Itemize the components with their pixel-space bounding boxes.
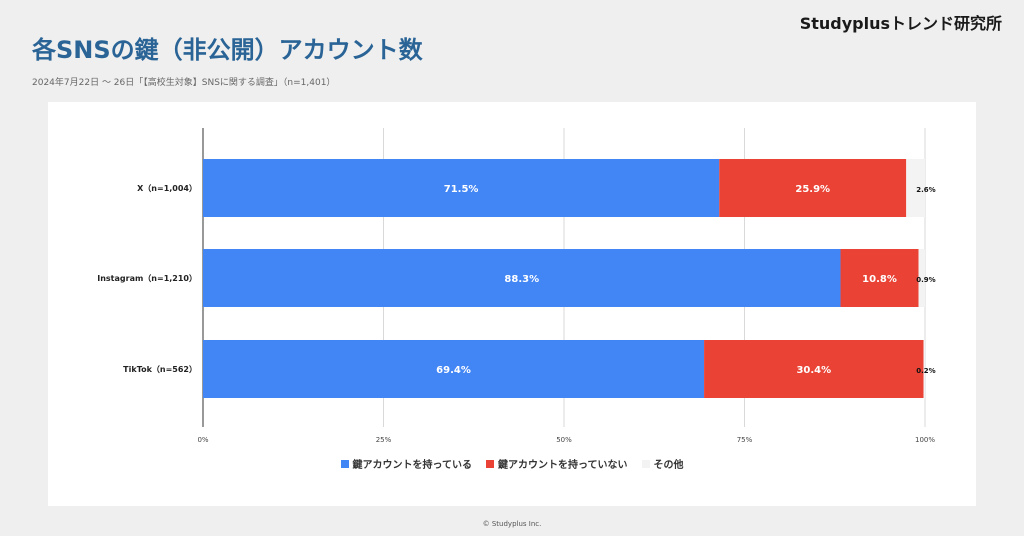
category-label: X（n=1,004） <box>137 183 197 193</box>
bar-segment <box>203 159 720 217</box>
bar-segment <box>923 340 925 398</box>
category-label: Instagram（n=1,210） <box>97 273 197 283</box>
legend-label: 鍵アカウントを持っている <box>352 460 473 471</box>
x-tick-label: 25% <box>376 436 392 444</box>
legend-item: 鍵アカウントを持っている <box>340 456 473 471</box>
bar-segment <box>906 159 925 217</box>
data-label: 69.4% <box>436 365 471 376</box>
data-label: 25.9% <box>795 184 830 195</box>
legend-label: 鍵アカウントを持っていない <box>498 460 628 471</box>
bar-segment <box>203 340 705 398</box>
data-label: 30.4% <box>796 365 831 376</box>
data-label: 2.6% <box>916 186 935 194</box>
bar-segment <box>840 249 919 307</box>
brand-logo-text: Studyplusトレンド研究所 <box>799 14 1002 33</box>
chart-panel: 0% 25% 50% 75% 100% X（n=1,004） 71.5% 25.9% 2.6% I… <box>48 102 976 506</box>
category-label: TikTok（n=562） <box>123 364 197 374</box>
x-tick-label: 100% <box>915 436 935 444</box>
bar-segment <box>918 249 925 307</box>
legend-item: その他 <box>641 456 684 471</box>
data-label: 71.5% <box>444 184 479 195</box>
survey-subtitle: 2024年7月22日 〜 26日「【高校生対象】SNSに関する調査」（n=1,4… <box>32 78 336 88</box>
data-label: 0.9% <box>916 276 935 284</box>
copyright-footer: © Studyplus Inc. <box>482 520 542 528</box>
bar-segment <box>203 249 841 307</box>
legend-swatch <box>641 459 650 468</box>
bar-segment <box>719 159 907 217</box>
x-tick-label: 50% <box>556 436 572 444</box>
legend-swatch <box>486 459 494 468</box>
legend-item: 鍵アカウントを持っていない <box>486 456 628 471</box>
x-tick-label: 0% <box>197 436 208 444</box>
chart-legend: 鍵アカウントを持っている 鍵アカウントを持っていない その他 <box>48 456 976 471</box>
data-label: 0.2% <box>916 367 935 375</box>
data-label: 88.3% <box>504 274 539 285</box>
legend-label: その他 <box>653 460 684 471</box>
stacked-bar-chart: 0% 25% 50% 75% 100% X（n=1,004） 71.5% 25.9% 2.6% I… <box>97 128 936 444</box>
page-title: 各SNSの鍵（非公開）アカウント数 <box>32 36 423 64</box>
data-label: 10.8% <box>862 274 897 285</box>
legend-swatch <box>340 459 349 468</box>
bar-segment <box>704 340 924 398</box>
x-tick-label: 75% <box>737 436 753 444</box>
